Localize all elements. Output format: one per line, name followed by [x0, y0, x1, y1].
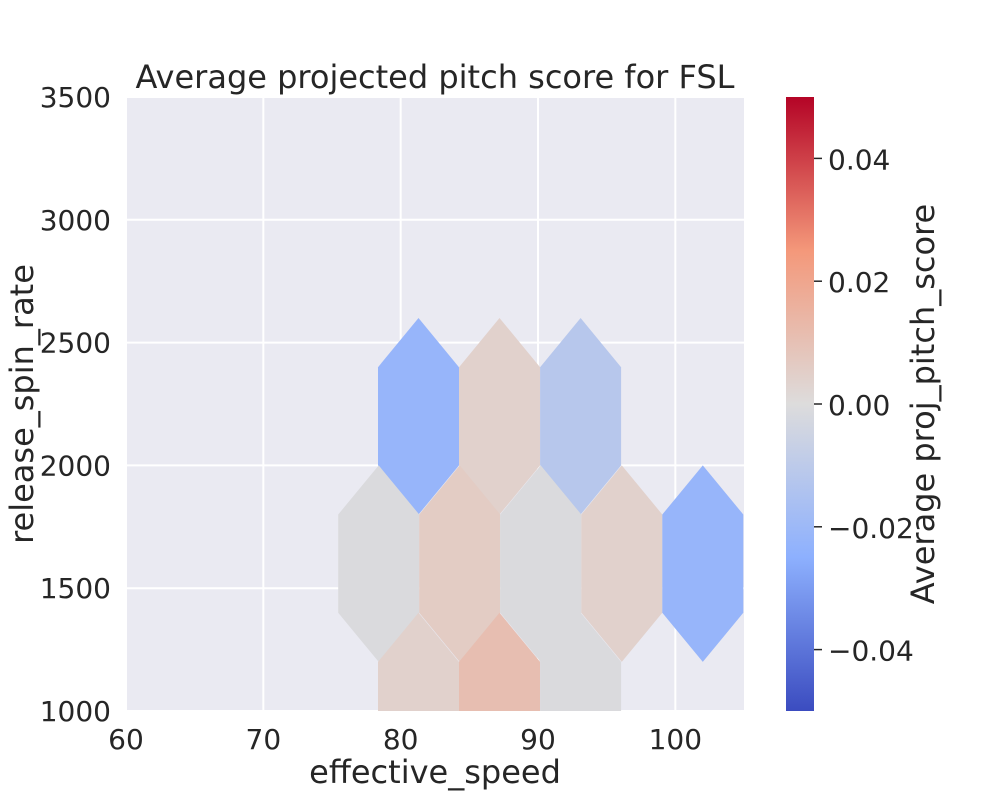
colorbar-label: Average proj_pitch_score [904, 204, 942, 604]
y-tick-label: 3000 [40, 204, 111, 237]
hexbin-cell [378, 318, 459, 515]
y-axis-label: release_spin_rate [3, 264, 41, 544]
hexbin-cell [581, 465, 663, 662]
hexbin-cell [459, 318, 541, 515]
x-tick-label: 100 [649, 723, 702, 756]
hexbin-cell [540, 318, 622, 515]
y-tick-label: 1500 [40, 572, 111, 605]
chart-title: Average projected pitch score for FSL [136, 58, 735, 96]
colorbar-tick-label: 0.00 [828, 389, 890, 422]
y-tick-label: 2000 [40, 449, 111, 482]
hexbin-cell [378, 612, 459, 711]
hexbin-cell [662, 465, 744, 662]
colorbar-tick-label: −0.02 [828, 512, 914, 545]
hexbin-cell [540, 612, 622, 711]
hexbin-cell [459, 612, 541, 711]
y-tick-labels: 1000 1500 2000 2500 3000 3500 [40, 81, 111, 728]
hexbin-cell [500, 465, 582, 662]
y-tick-label: 2500 [40, 327, 111, 360]
colorbar-tick-label: −0.04 [828, 635, 914, 668]
hexbin-cell [338, 465, 420, 662]
x-tick-label: 90 [520, 723, 556, 756]
y-tick-label: 3500 [40, 81, 111, 114]
x-axis-label: effective_speed [309, 753, 561, 791]
y-tick-label: 1000 [40, 695, 111, 728]
hexbin-cell [419, 465, 501, 662]
colorbar [786, 97, 814, 711]
hexbin-cells [338, 318, 744, 711]
x-tick-label: 60 [108, 723, 144, 756]
x-tick-label: 70 [246, 723, 282, 756]
colorbar-ticks: 0.04 0.02 0.00 −0.02 −0.04 [814, 143, 914, 668]
x-tick-labels: 60 70 80 90 100 [108, 723, 702, 756]
colorbar-tick-label: 0.02 [828, 266, 890, 299]
colorbar-tick-label: 0.04 [828, 143, 890, 176]
x-tick-label: 80 [383, 723, 419, 756]
